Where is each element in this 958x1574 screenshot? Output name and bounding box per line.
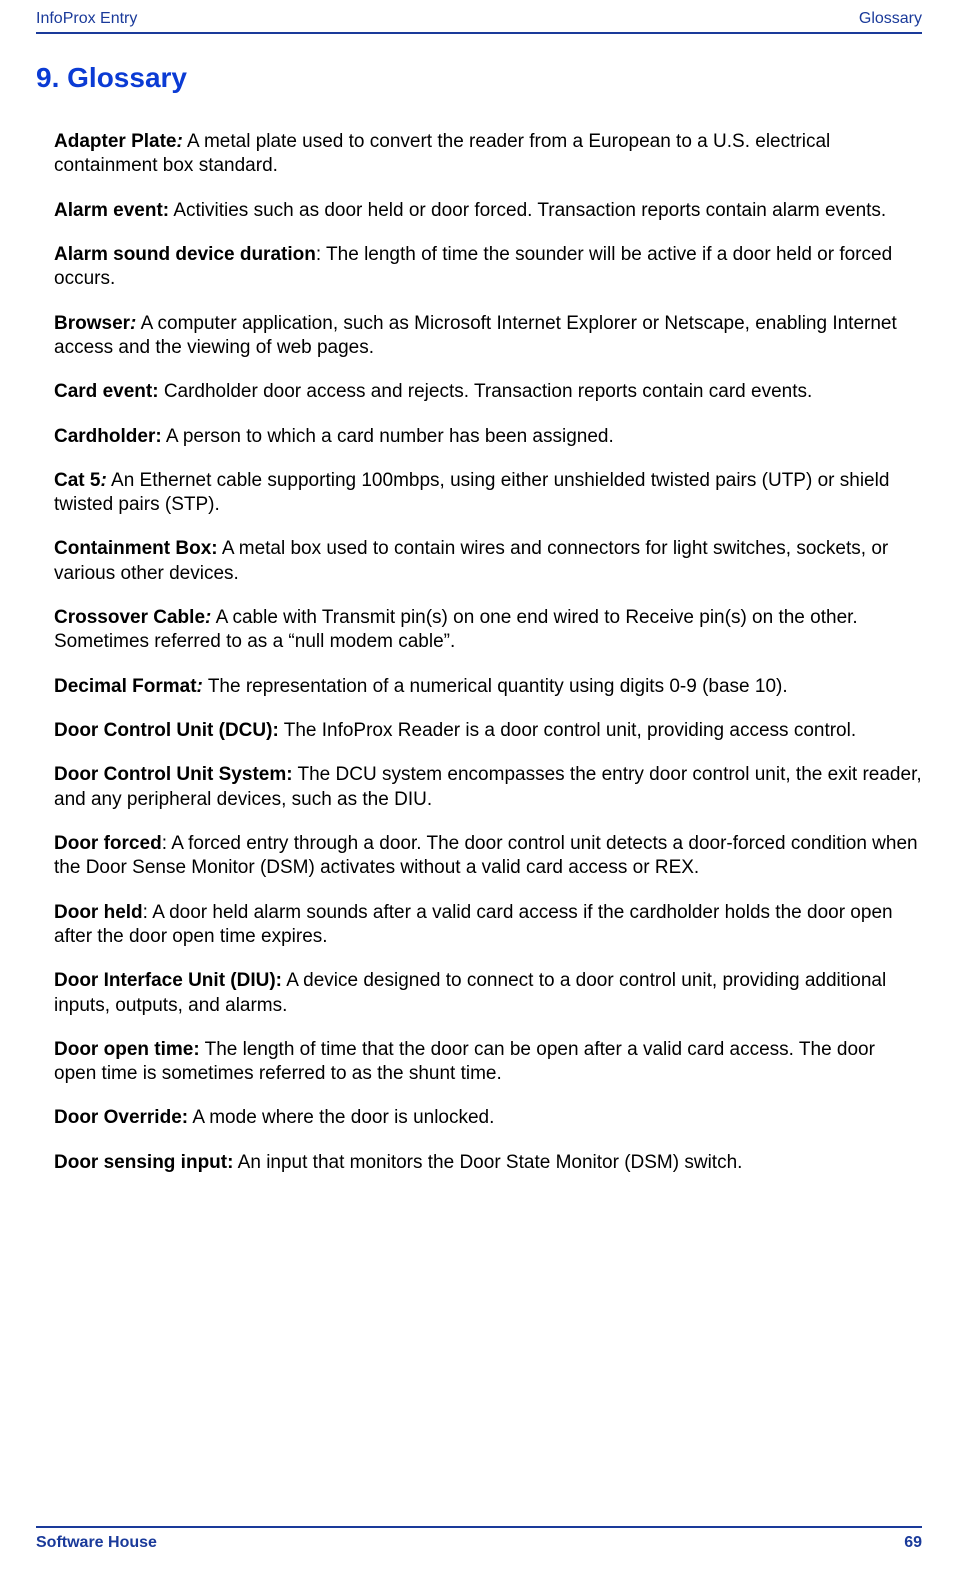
term: Door Interface Unit (DIU): (54, 970, 282, 991)
term: Door open time: (54, 1039, 200, 1060)
definition: A computer application, such as Microsof… (54, 313, 897, 358)
glossary-entry: Door open time: The length of time that … (54, 1038, 922, 1087)
definition: An input that monitors the Door State Mo… (233, 1152, 742, 1173)
page-footer: Software House 69 (36, 1526, 922, 1552)
definition: : A forced entry through a door. The doo… (54, 833, 918, 878)
term: Cardholder: (54, 426, 162, 447)
header-left: InfoProx Entry (36, 10, 137, 28)
glossary-entry: Decimal Format: The representation of a … (54, 675, 922, 699)
term: Adapter Plate (54, 131, 176, 152)
glossary-entry: Door Control Unit (DCU): The InfoProx Re… (54, 719, 922, 743)
glossary-entry: Browser: A computer application, such as… (54, 312, 922, 361)
term: Door Override: (54, 1107, 188, 1128)
glossary-entry: Door sensing input: An input that monito… (54, 1151, 922, 1175)
glossary-entry: Door Control Unit System: The DCU system… (54, 763, 922, 812)
term: Browser (54, 313, 130, 334)
term: Containment Box: (54, 538, 218, 559)
definition: The representation of a numerical quanti… (203, 676, 788, 697)
glossary-entry: Adapter Plate: A metal plate used to con… (54, 130, 922, 179)
term: Crossover Cable (54, 607, 205, 628)
glossary-entry: Alarm event: Activities such as door hel… (54, 199, 922, 223)
term: Alarm sound device duration (54, 244, 316, 265)
footer-page-number: 69 (904, 1534, 922, 1552)
glossary-entry: Door Interface Unit (DIU): A device desi… (54, 969, 922, 1018)
glossary-entry: Card event: Cardholder door access and r… (54, 380, 922, 404)
term: Card event: (54, 381, 159, 402)
glossary-entry: Alarm sound device duration: The length … (54, 243, 922, 292)
glossary-entry: Containment Box: A metal box used to con… (54, 537, 922, 586)
definition: A mode where the door is unlocked. (188, 1107, 494, 1128)
term: Alarm event: (54, 200, 169, 221)
page: InfoProx Entry Glossary 9. Glossary Adap… (0, 0, 958, 1574)
definition: A person to which a card number has been… (162, 426, 614, 447)
glossary-content: Adapter Plate: A metal plate used to con… (36, 130, 922, 1175)
definition: : A door held alarm sounds after a valid… (54, 902, 893, 947)
glossary-entry: Crossover Cable: A cable with Transmit p… (54, 606, 922, 655)
term: Decimal Format (54, 676, 197, 697)
glossary-entry: Door forced: A forced entry through a do… (54, 832, 922, 881)
glossary-entry: Cat 5: An Ethernet cable supporting 100m… (54, 469, 922, 518)
definition: Activities such as door held or door for… (169, 200, 886, 221)
definition: An Ethernet cable supporting 100mbps, us… (54, 470, 889, 515)
glossary-entry: Cardholder: A person to which a card num… (54, 425, 922, 449)
definition: The InfoProx Reader is a door control un… (279, 720, 856, 741)
term: Door sensing input: (54, 1152, 233, 1173)
term: Door Control Unit (DCU): (54, 720, 279, 741)
section-heading: 9. Glossary (36, 62, 922, 94)
glossary-entry: Door held: A door held alarm sounds afte… (54, 901, 922, 950)
glossary-entry: Door Override: A mode where the door is … (54, 1106, 922, 1130)
footer-left: Software House (36, 1534, 157, 1552)
header-right: Glossary (859, 10, 922, 28)
definition: Cardholder door access and rejects. Tran… (159, 381, 813, 402)
page-header: InfoProx Entry Glossary (36, 0, 922, 34)
term: Door forced (54, 833, 162, 854)
term: Cat 5 (54, 470, 100, 491)
term: Door Control Unit System: (54, 764, 293, 785)
term: Door held (54, 902, 143, 923)
